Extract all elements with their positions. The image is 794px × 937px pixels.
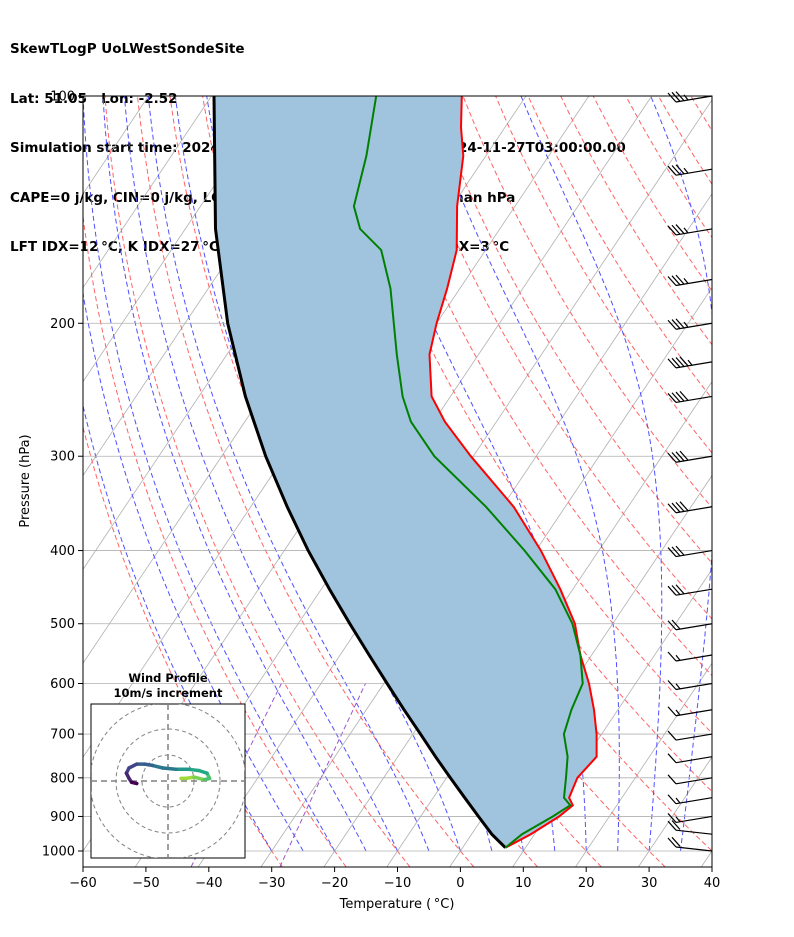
wind-barb <box>667 584 713 596</box>
wind-barb <box>667 836 713 852</box>
wind-barb <box>667 91 713 103</box>
hodograph-segment <box>129 780 139 786</box>
wind-barb <box>667 274 713 287</box>
dry-adiabat <box>83 425 283 867</box>
y-tick-label: 400 <box>50 544 75 559</box>
isotherm <box>512 568 712 867</box>
dewpoint-profile-line <box>352 96 584 849</box>
isotherm <box>575 662 712 867</box>
dry-adiabat <box>625 96 712 239</box>
moist-adiabat <box>174 96 461 852</box>
moist-adiabat <box>83 290 304 852</box>
dry-adiabat <box>430 96 712 564</box>
y-axis-label: Pressure (hPa) <box>18 434 33 527</box>
wind-barb <box>667 813 713 824</box>
wind-barb <box>667 619 713 631</box>
moist-adiabat <box>83 96 336 852</box>
x-tick-label: 0 <box>456 876 464 891</box>
moist-adiabat <box>650 96 712 852</box>
chart-title: SkewTLogP UoLWestSondeSite <box>10 41 245 57</box>
hodograph-plot <box>91 704 245 858</box>
dry-adiabat <box>332 96 712 734</box>
wind-barb <box>667 164 713 176</box>
x-tick-label: −40 <box>195 876 222 891</box>
isotherm <box>83 96 212 289</box>
dry-adiabat <box>657 96 712 185</box>
hodograph-segment <box>161 766 178 772</box>
dry-adiabat <box>789 96 794 867</box>
x-tick-label: −50 <box>132 876 159 891</box>
wind-barb <box>667 224 713 236</box>
parcel-profile-line <box>212 96 507 849</box>
wind-barb <box>667 680 713 691</box>
moist-adiabat <box>123 96 398 852</box>
y-tick-label: 100 <box>50 90 75 105</box>
wind-barb <box>667 820 713 835</box>
moist-adiabat <box>422 96 620 852</box>
wind-barb <box>667 774 713 785</box>
isotherm <box>700 850 712 867</box>
moist-adiabat <box>711 847 712 851</box>
moist-adiabat <box>147 96 430 852</box>
dry-adiabat <box>136 96 475 867</box>
wind-barb <box>667 651 713 662</box>
hodograph-segment <box>150 763 165 770</box>
mixing-ratio-line <box>279 683 366 867</box>
dry-adiabat <box>592 96 712 292</box>
temperature-profile-line <box>428 96 598 849</box>
hodograph-subtitle: 10m/s increment <box>114 686 223 700</box>
x-tick-label: −30 <box>258 876 285 891</box>
x-tick-label: 20 <box>578 876 595 891</box>
y-tick-label: 900 <box>50 810 75 825</box>
dry-adiabat <box>690 96 712 132</box>
isotherm <box>83 96 86 101</box>
dry-adiabat <box>756 96 794 867</box>
wind-barb <box>667 318 713 330</box>
x-tick-label: −20 <box>321 876 348 891</box>
dry-adiabat <box>104 96 411 867</box>
isotherm <box>638 756 712 867</box>
y-tick-label: 800 <box>50 771 75 786</box>
location-line: Lat: 51.05 Lon: -2.52 <box>10 90 178 107</box>
y-tick-label: 700 <box>50 728 75 743</box>
dry-adiabat <box>83 212 347 867</box>
moist-adiabat <box>102 96 367 852</box>
wind-barb <box>667 730 713 741</box>
dry-adiabat <box>364 96 712 677</box>
y-tick-label: 200 <box>50 317 75 332</box>
isotherm <box>260 193 712 867</box>
wind-barb <box>667 753 713 764</box>
moist-adiabat <box>520 96 663 852</box>
x-axis-label: Temperature ( °C) <box>339 897 455 912</box>
wind-barb <box>667 450 713 463</box>
dry-adiabat <box>462 96 712 509</box>
isotherm <box>83 96 275 383</box>
hodograph-title: Wind Profile <box>128 671 208 685</box>
cin-shading <box>214 96 597 848</box>
dry-adiabat <box>495 96 712 454</box>
y-tick-label: 1000 <box>42 845 75 860</box>
x-tick-label: 10 <box>515 876 532 891</box>
wind-barb <box>667 356 713 369</box>
y-tick-label: 300 <box>50 450 75 465</box>
wind-barb <box>667 501 713 514</box>
wind-barb <box>667 390 713 404</box>
dry-adiabat <box>724 96 794 867</box>
wind-barb <box>667 706 713 717</box>
wind-barb <box>667 794 713 805</box>
y-tick-label: 500 <box>50 617 75 632</box>
x-tick-label: −60 <box>69 876 96 891</box>
dry-adiabat <box>397 96 712 620</box>
isotherm <box>764 96 794 867</box>
x-tick-label: −10 <box>384 876 411 891</box>
moist-adiabat <box>347 96 587 851</box>
x-tick-label: 40 <box>704 876 721 891</box>
isotherm <box>323 286 712 867</box>
y-tick-label: 600 <box>50 677 75 692</box>
wind-barb <box>667 545 713 558</box>
x-tick-label: 30 <box>641 876 658 891</box>
